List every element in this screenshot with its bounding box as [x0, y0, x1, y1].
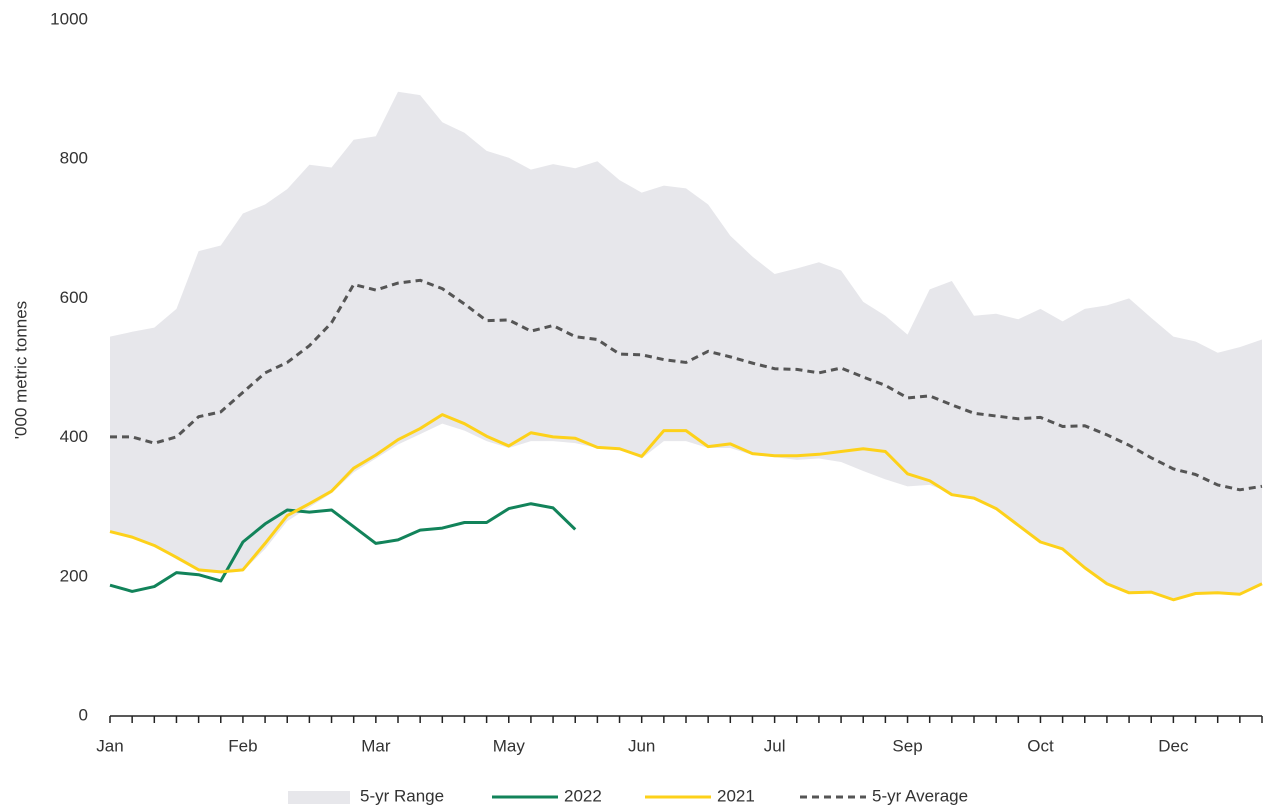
- x-tick-label: Jan: [96, 736, 123, 755]
- x-tick-label: May: [493, 736, 526, 755]
- y-tick-label: 200: [60, 566, 88, 585]
- y-tick-label: 1000: [50, 9, 88, 28]
- x-tick-label: Jun: [628, 736, 655, 755]
- y-tick-label: 0: [79, 705, 88, 724]
- y-tick-label: 600: [60, 288, 88, 307]
- line: [109, 502, 577, 593]
- x-tick-label: Oct: [1027, 736, 1054, 755]
- y-tick-label: 800: [60, 149, 88, 168]
- x-tick-label: Jul: [764, 736, 786, 755]
- y-axis-title: '000 metric tonnes: [11, 301, 30, 439]
- legend-label: 5-yr Average: [872, 786, 968, 805]
- x-tick-label: Feb: [228, 736, 257, 755]
- y-tick-label: 400: [60, 427, 88, 446]
- line: [110, 278, 1263, 492]
- range-area: [110, 91, 1262, 600]
- legend-label: 5-yr Range: [360, 786, 444, 805]
- x-tick-label: Dec: [1158, 736, 1189, 755]
- line: [109, 413, 1263, 602]
- legend-swatch: [288, 791, 350, 804]
- legend-label: 2022: [564, 786, 602, 805]
- x-tick-label: Mar: [361, 736, 391, 755]
- legend-label: 2021: [717, 786, 755, 805]
- x-tick-label: Sep: [892, 736, 922, 755]
